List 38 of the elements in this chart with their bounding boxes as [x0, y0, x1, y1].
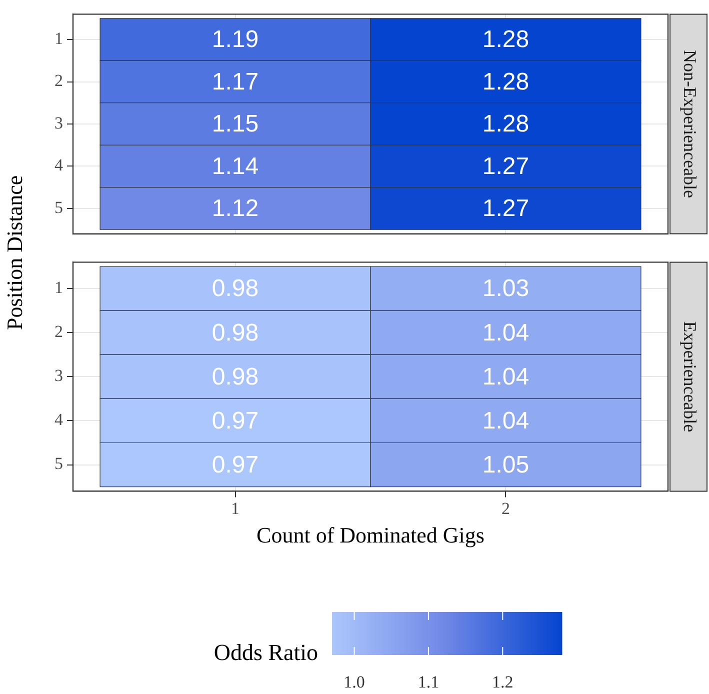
- y2-axis-title: Experienceable: [680, 321, 700, 432]
- data-label: 1.15: [212, 110, 259, 138]
- color-bar-label: 1.1: [418, 672, 440, 692]
- color-bar-label: 1.0: [344, 672, 365, 692]
- y-tick-label: 5: [54, 198, 63, 217]
- data-label: 1.28: [482, 68, 530, 96]
- color-bar-title: Odds Ratio: [214, 640, 318, 666]
- y-tick-label: 3: [54, 366, 63, 386]
- data-label: 1.28: [482, 26, 530, 54]
- y-tick-label: 4: [54, 410, 64, 430]
- data-label: 1.04: [482, 363, 530, 390]
- data-label: 1.04: [482, 319, 530, 346]
- data-label: 1.14: [212, 152, 259, 180]
- y-tick-label: 3: [54, 113, 63, 132]
- y-tick-label: 2: [54, 322, 63, 342]
- data-label: 1.19: [212, 26, 259, 54]
- data-label: 1.28: [482, 110, 530, 138]
- data-label: 1.05: [482, 451, 530, 478]
- data-label: 1.17: [212, 68, 259, 96]
- color-bar-label: 1.2: [492, 672, 514, 692]
- data-label: 1.03: [482, 275, 530, 302]
- data-label: 1.04: [482, 407, 530, 434]
- y-tick-label: 4: [54, 156, 64, 175]
- data-label: 1.27: [482, 195, 530, 222]
- data-label: 0.98: [212, 275, 259, 302]
- data-label: 1.27: [482, 152, 530, 180]
- y-axis-title: Position Distance: [1, 174, 28, 332]
- x-axis-title: Count of Dominated Gigs: [256, 522, 484, 548]
- y-tick-label: 2: [54, 71, 63, 90]
- y-tick-label: 1: [54, 278, 63, 298]
- y-tick-label: 1: [54, 29, 63, 48]
- y-tick-label: 5: [54, 454, 63, 474]
- data-label: 0.98: [212, 319, 259, 346]
- data-label: 0.97: [212, 407, 259, 434]
- data-label: 0.98: [212, 363, 259, 390]
- data-label: 0.97: [212, 451, 259, 478]
- data-label: 1.12: [212, 195, 259, 222]
- y2-axis-title: Non-Experienceable: [680, 50, 700, 198]
